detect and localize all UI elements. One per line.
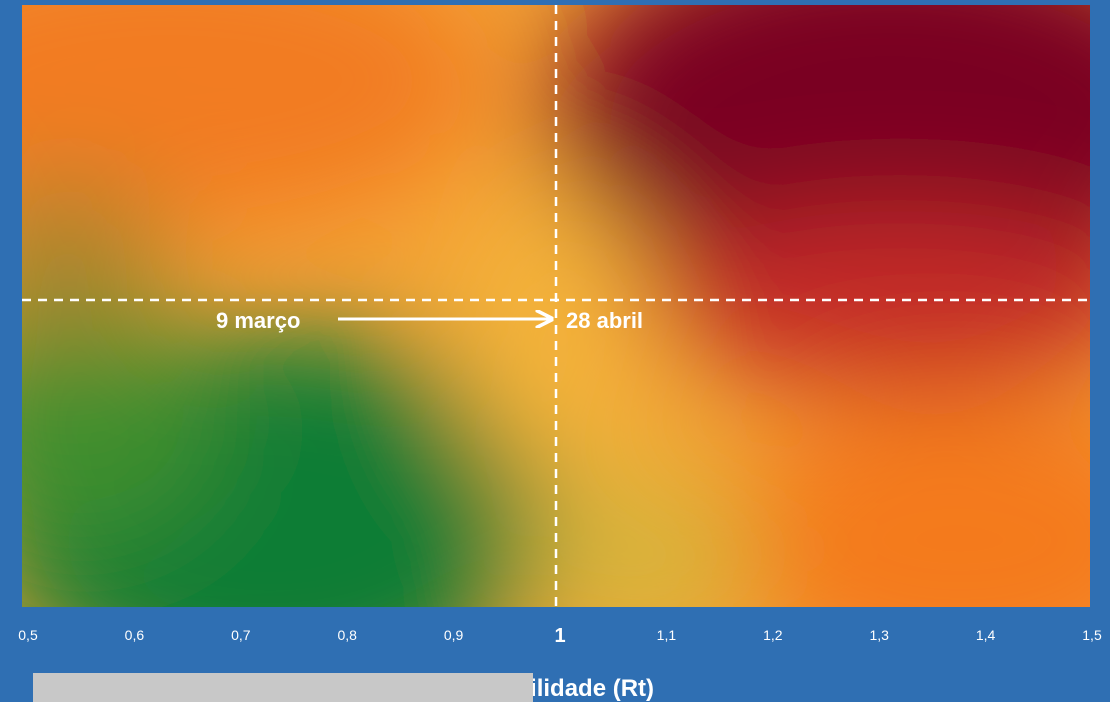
redaction-box — [33, 673, 533, 702]
x-tick-label: 0,6 — [125, 627, 145, 643]
x-tick-label: 1,5 — [1082, 627, 1102, 643]
x-tick-label: 0,7 — [231, 627, 251, 643]
x-tick-label: 0,8 — [337, 627, 357, 643]
x-tick-label: 0,9 — [444, 627, 464, 643]
x-tick-label: 1,3 — [869, 627, 889, 643]
blob-yellow-b — [520, 470, 760, 650]
annotation-28-abril: 28 abril — [566, 308, 643, 333]
x-tick-label: 0,5 — [18, 627, 38, 643]
annotation-9-marco: 9 março — [216, 308, 300, 333]
x-tick-label: 1 — [554, 625, 565, 647]
x-tick-label: 1,2 — [763, 627, 783, 643]
x-tick-label: 1,4 — [976, 627, 996, 643]
x-axis-ticks: 0,5 0,6 0,7 0,8 0,9 1 1,1 1,2 1,3 1,4 1,5 — [18, 625, 1102, 647]
x-tick-label: 1,1 — [657, 627, 677, 643]
